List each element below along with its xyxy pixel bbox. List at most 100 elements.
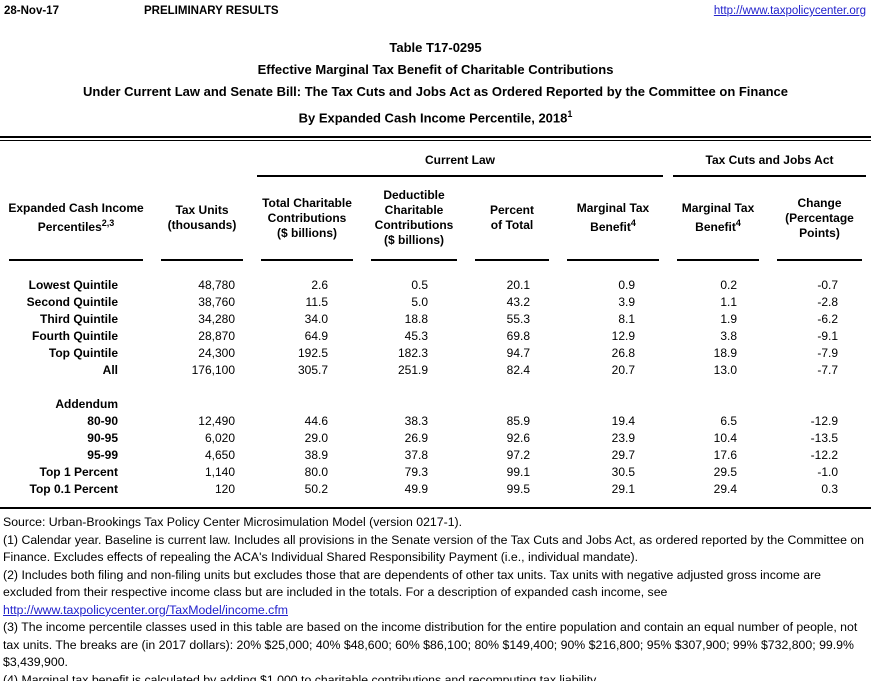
- cell-marginal-benefit-tcja: 29.5: [713, 465, 738, 480]
- cell-tax-units: 120: [214, 482, 235, 497]
- column-rule: [567, 259, 660, 262]
- cell-deductible-contributions: 0.5: [411, 278, 428, 293]
- report-date: 28-Nov-17: [4, 5, 59, 17]
- column-rule: [677, 259, 760, 262]
- cell-deductible-contributions: 26.9: [404, 431, 428, 446]
- group-tcja-label: Tax Cuts and Jobs Act: [705, 153, 834, 168]
- taxpolicycenter-link[interactable]: http://www.taxpolicycenter.org: [713, 5, 866, 17]
- cell-total-contributions: 305.7: [297, 363, 328, 378]
- cell-tax-units: 12,490: [198, 414, 235, 429]
- cell-tax-units: 24,300: [198, 346, 235, 361]
- column-rule: [9, 259, 143, 262]
- cell-marginal-benefit-current: 12.9: [611, 329, 636, 344]
- table-bottom-rule: [0, 507, 871, 510]
- cell-empty: [252, 396, 362, 413]
- row-label: Top 1 Percent: [39, 465, 118, 480]
- cell-percent-of-total: 82.4: [506, 363, 530, 378]
- group-current-law-underline: [257, 175, 664, 178]
- table-row: Lowest Quintile 48,780 2.6 0.5 20.1 0.9 …: [0, 277, 871, 294]
- cell-deductible-contributions: 38.3: [404, 414, 428, 429]
- cell-marginal-benefit-tcja: 10.4: [713, 431, 738, 446]
- table-row-all: All 176,100 305.7 251.9 82.4 20.7 13.0 -…: [0, 362, 871, 379]
- column-underline: [466, 259, 558, 267]
- cell-marginal-benefit-current: 30.5: [611, 465, 636, 480]
- column-underline: [558, 259, 668, 267]
- cell-total-contributions: 44.6: [304, 414, 328, 429]
- income-definition-link[interactable]: http://www.taxpolicycenter.org/TaxModel/…: [3, 602, 288, 617]
- spacer-cell: [0, 267, 871, 277]
- footnote-1: (1) Calendar year. Baseline is current l…: [3, 532, 865, 565]
- cell-percent-of-total: 69.8: [506, 329, 530, 344]
- cell-tax-units: 6,020: [204, 431, 235, 446]
- cell-tax-units: 4,650: [204, 448, 235, 463]
- cell-empty: [768, 396, 871, 413]
- cell-deductible-contributions: 18.8: [404, 312, 428, 327]
- addendum-header-row: Addendum: [0, 396, 871, 413]
- row-label: Top 0.1 Percent: [29, 482, 118, 497]
- table-subtitle-2: Under Current Law and Senate Bill: The T…: [82, 84, 788, 99]
- cell-empty: [558, 396, 668, 413]
- source-note: Source: Urban-Brookings Tax Policy Cente…: [3, 515, 463, 530]
- colhead-footnote-ref: 4: [630, 218, 636, 229]
- table-row: Top 1 Percent 1,140 80.0 79.3 99.1 30.5 …: [0, 464, 871, 481]
- cell-marginal-benefit-current: 29.7: [611, 448, 636, 463]
- cell-marginal-benefit-current: 3.9: [618, 295, 636, 310]
- column-underline: [252, 259, 362, 267]
- table-top-rule: [0, 136, 871, 142]
- column-rule: [161, 259, 243, 262]
- cell-marginal-benefit-tcja: 1.9: [720, 312, 738, 327]
- cell-marginal-benefit-tcja: 1.1: [720, 295, 738, 310]
- cell-tax-units: 48,780: [198, 278, 235, 293]
- column-underline: [152, 259, 252, 267]
- title-block: Table T17-0295 Effective Marginal Tax Be…: [0, 37, 871, 129]
- cell-total-contributions: 192.5: [297, 346, 328, 361]
- table-row: Third Quintile 34,280 34.0 18.8 55.3 8.1…: [0, 311, 871, 328]
- cell-change: -12.2: [810, 448, 839, 463]
- cell-marginal-benefit-tcja: 0.2: [720, 278, 738, 293]
- cell-marginal-benefit-current: 19.4: [611, 414, 636, 429]
- colhead-percentiles: Expanded Cash Income Percentiles2,3: [8, 201, 144, 235]
- cell-total-contributions: 64.9: [304, 329, 328, 344]
- cell-marginal-benefit-tcja: 17.6: [713, 448, 738, 463]
- cell-percent-of-total: 43.2: [506, 295, 530, 310]
- table-row: Top Quintile 24,300 192.5 182.3 94.7 26.…: [0, 345, 871, 362]
- cell-marginal-benefit-tcja: 3.8: [720, 329, 738, 344]
- colhead-change: Change (Percentage Points): [785, 195, 854, 240]
- table-row: Second Quintile 38,760 11.5 5.0 43.2 3.9…: [0, 294, 871, 311]
- cell-total-contributions: 80.0: [304, 465, 328, 480]
- group-current-law-label: Current Law: [425, 153, 496, 168]
- cell-change: -7.7: [817, 363, 839, 378]
- cell-change: 0.3: [821, 482, 839, 497]
- cell-percent-of-total: 55.3: [506, 312, 530, 327]
- cell-marginal-benefit-current: 26.8: [611, 346, 636, 361]
- table-row: Fourth Quintile 28,870 64.9 45.3 69.8 12…: [0, 328, 871, 345]
- column-rule: [777, 259, 863, 262]
- column-underline: [768, 259, 871, 267]
- table-row: Top 0.1 Percent 120 50.2 49.9 99.5 29.1 …: [0, 481, 871, 498]
- row-label: All: [102, 363, 118, 378]
- cell-deductible-contributions: 45.3: [404, 329, 428, 344]
- cell-deductible-contributions: 5.0: [411, 295, 428, 310]
- results-table: Current Law Tax Cuts and Jobs Act Expand…: [0, 141, 871, 507]
- cell-change: -13.5: [810, 431, 839, 446]
- table-number-title: Table T17-0295: [389, 40, 482, 55]
- cell-empty: [466, 396, 558, 413]
- cell-total-contributions: 34.0: [304, 312, 328, 327]
- cell-change: -9.1: [817, 329, 839, 344]
- cell-percent-of-total: 94.7: [506, 346, 530, 361]
- cell-empty: [362, 396, 466, 413]
- colhead-percent-of-total: Percent of Total: [489, 203, 535, 233]
- cell-change: -7.9: [817, 346, 839, 361]
- colhead-marginal-benefit-current: Marginal Tax Benefit4: [576, 201, 650, 235]
- cell-total-contributions: 50.2: [304, 482, 328, 497]
- cell-deductible-contributions: 37.8: [404, 448, 428, 463]
- row-label: Third Quintile: [40, 312, 118, 327]
- cell-percent-of-total: 20.1: [506, 278, 530, 293]
- group-spacer: [0, 141, 252, 177]
- group-current-law: Current Law: [252, 141, 668, 178]
- row-label: Fourth Quintile: [32, 329, 118, 344]
- row-label: 95-99: [87, 448, 118, 463]
- cell-percent-of-total: 85.9: [506, 414, 530, 429]
- colhead-footnote-ref: 4: [735, 218, 741, 229]
- cell-empty: [668, 396, 768, 413]
